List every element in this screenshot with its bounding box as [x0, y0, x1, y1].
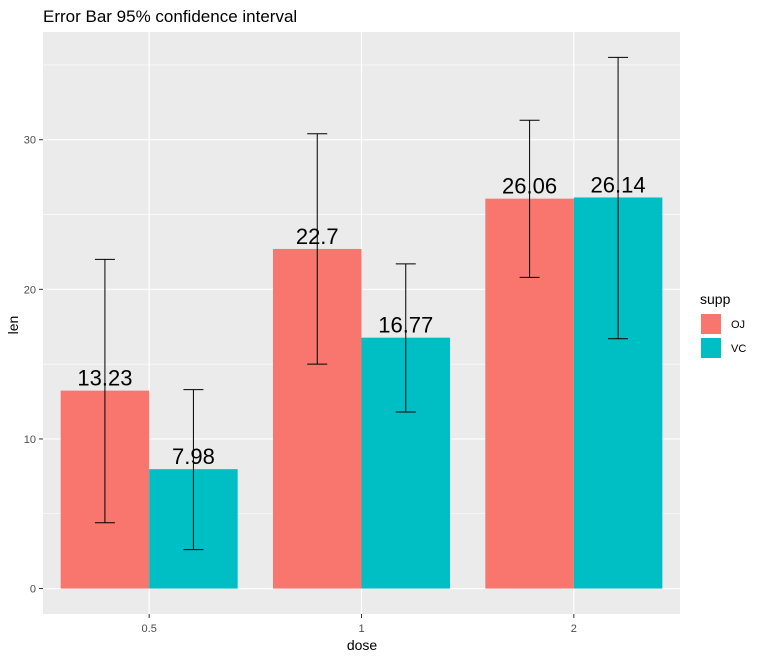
legend-label-oj: OJ: [731, 319, 745, 331]
data-label: 26.06: [502, 174, 557, 199]
y-tick-label: 10: [24, 434, 36, 446]
y-tick-label: 0: [30, 584, 36, 596]
data-label: 16.77: [378, 313, 433, 338]
y-axis: 0 10 20 30: [24, 135, 43, 596]
x-axis: 0.5 1 2: [142, 614, 577, 635]
data-labels: 13.23 22.7 26.06 7.98 16.77 26.14: [77, 172, 645, 469]
legend-label-vc: VC: [731, 343, 746, 355]
chart-title: Error Bar 95% confidence interval: [43, 7, 297, 26]
x-tick-label: 1: [358, 623, 364, 635]
legend-key-vc: [701, 338, 721, 358]
data-label: 7.98: [172, 444, 215, 469]
legend-key-oj: [701, 314, 721, 334]
data-label: 13.23: [77, 366, 132, 391]
x-tick-label: 0.5: [142, 623, 157, 635]
error-bars: [94, 56, 629, 551]
legend-title: supp: [700, 291, 731, 307]
y-axis-title: len: [5, 316, 21, 335]
data-label: 26.14: [591, 172, 646, 197]
y-tick-label: 30: [24, 135, 36, 147]
data-label: 22.7: [296, 224, 339, 249]
x-tick-label: 2: [571, 623, 577, 635]
y-tick-label: 20: [24, 284, 36, 296]
legend: supp OJ VC: [700, 291, 746, 358]
x-axis-title: dose: [347, 637, 378, 653]
